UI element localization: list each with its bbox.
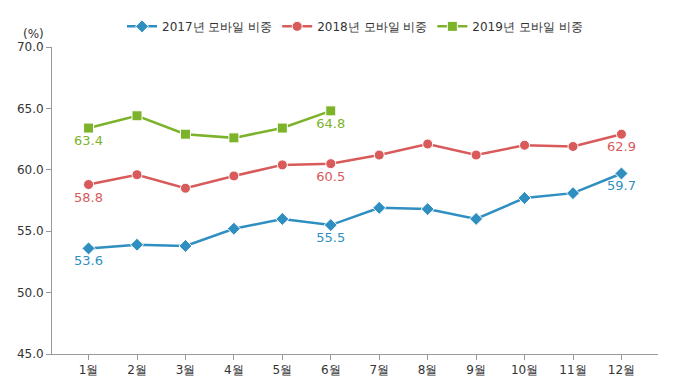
svg-text:60.0: 60.0 [17, 163, 44, 177]
svg-text:2월: 2월 [127, 363, 147, 377]
svg-text:2019년 모바일 비중: 2019년 모바일 비중 [472, 20, 582, 34]
svg-text:58.8: 58.8 [74, 190, 103, 205]
svg-text:5월: 5월 [273, 363, 293, 377]
svg-text:12월: 12월 [608, 363, 635, 377]
svg-text:60.5: 60.5 [316, 169, 345, 184]
svg-text:70.0: 70.0 [17, 40, 44, 54]
svg-text:11월: 11월 [559, 363, 586, 377]
svg-text:50.0: 50.0 [17, 286, 44, 300]
svg-text:10월: 10월 [511, 363, 538, 377]
svg-text:65.0: 65.0 [17, 102, 44, 116]
svg-text:(%): (%) [23, 27, 44, 41]
svg-text:59.7: 59.7 [607, 178, 636, 193]
svg-text:55.0: 55.0 [17, 224, 44, 238]
svg-text:2018년 모바일 비중: 2018년 모바일 비중 [317, 20, 427, 34]
svg-text:55.5: 55.5 [316, 230, 345, 245]
svg-text:9월: 9월 [466, 363, 486, 377]
svg-text:2017년 모바일 비중: 2017년 모바일 비중 [162, 20, 272, 34]
svg-text:8월: 8월 [418, 363, 438, 377]
svg-text:3월: 3월 [176, 363, 196, 377]
svg-text:4월: 4월 [224, 363, 244, 377]
svg-text:1월: 1월 [79, 363, 99, 377]
svg-text:6월: 6월 [321, 363, 341, 377]
svg-text:7월: 7월 [369, 363, 389, 377]
svg-text:45.0: 45.0 [17, 347, 44, 361]
svg-text:53.6: 53.6 [74, 253, 103, 268]
svg-text:63.4: 63.4 [74, 133, 103, 148]
svg-text:62.9: 62.9 [607, 139, 636, 154]
svg-text:64.8: 64.8 [316, 116, 345, 131]
